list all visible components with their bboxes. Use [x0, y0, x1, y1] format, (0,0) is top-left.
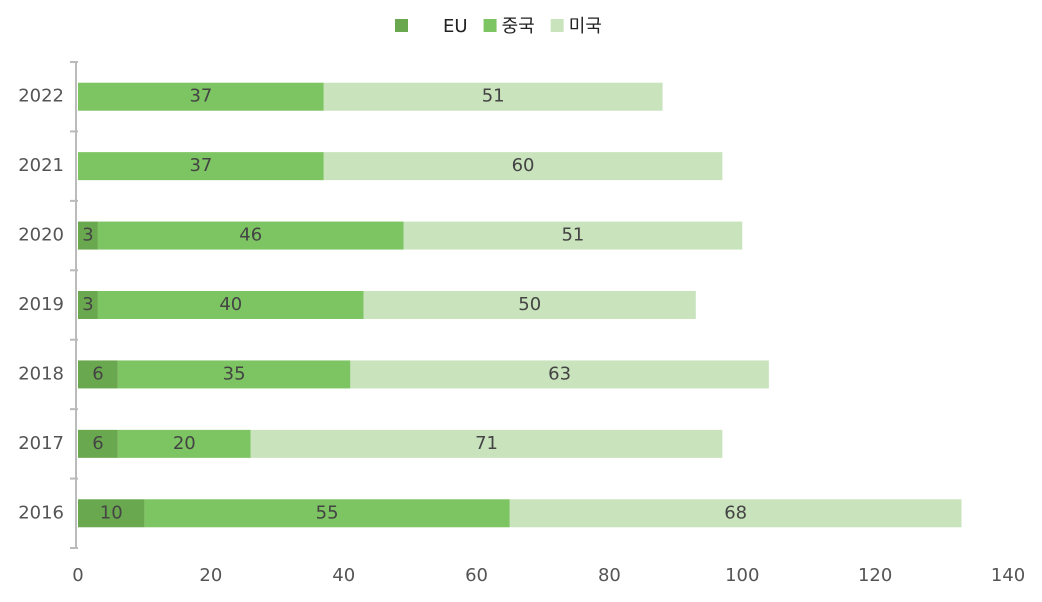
bar-segment — [78, 82, 324, 111]
bar-segment — [509, 499, 962, 528]
y-tick-label: 2021 — [18, 155, 64, 176]
x-tick-label: 20 — [199, 565, 222, 586]
value-label: 71 — [475, 433, 498, 454]
y-tick-label: 2019 — [18, 294, 64, 315]
value-label: 10 — [100, 502, 123, 523]
value-label: 35 — [223, 363, 246, 384]
value-label: 68 — [724, 502, 747, 523]
bar-segment — [117, 429, 251, 458]
x-tick-label: 100 — [725, 565, 759, 586]
x-tick-label: 140 — [991, 565, 1025, 586]
x-tick-label: 60 — [465, 565, 488, 586]
value-label: 6 — [92, 363, 103, 384]
y-tick-label: 2017 — [18, 433, 64, 454]
bar-segment — [97, 221, 404, 250]
legend-label: 미국 — [569, 16, 602, 37]
legend-swatch — [395, 19, 408, 32]
value-label: 46 — [239, 225, 262, 246]
bar-segment — [78, 360, 118, 389]
y-tick-label: 2020 — [18, 225, 64, 246]
value-label: 6 — [92, 433, 103, 454]
value-label: 51 — [482, 86, 505, 107]
bar-segment — [78, 291, 98, 319]
y-tick-label: 2016 — [18, 502, 64, 523]
value-label: 60 — [512, 155, 535, 176]
y-tick-label: 2022 — [18, 86, 64, 107]
value-label: 20 — [173, 433, 196, 454]
bar-segment — [78, 152, 324, 181]
value-label: 3 — [82, 225, 93, 246]
value-label: 37 — [189, 155, 212, 176]
x-tick-label: 40 — [332, 565, 355, 586]
bar-segment — [250, 429, 723, 458]
value-label: 37 — [189, 86, 212, 107]
value-label: 55 — [316, 502, 339, 523]
value-label: 3 — [82, 294, 93, 315]
value-label: 63 — [548, 363, 571, 384]
bar-segment — [403, 221, 743, 250]
bar-segment — [97, 291, 364, 319]
x-tick-label: 80 — [598, 565, 621, 586]
bar-segment — [323, 152, 723, 181]
bar-segment — [350, 360, 769, 389]
value-label: 40 — [219, 294, 242, 315]
bar-segment — [144, 499, 510, 528]
value-label: 50 — [518, 294, 541, 315]
legend-swatch — [483, 19, 497, 32]
y-tick-label: 2018 — [18, 363, 64, 384]
bar-segment — [78, 429, 118, 458]
bar-segment — [323, 82, 663, 111]
legend-swatch — [550, 19, 564, 32]
x-tick-label: 0 — [72, 565, 83, 586]
x-tick-label: 120 — [858, 565, 892, 586]
bar-segment — [117, 360, 351, 389]
legend-label: 중국 — [502, 16, 535, 37]
bar-segment — [363, 291, 696, 319]
bar-segment — [78, 221, 98, 250]
value-label: 51 — [561, 225, 584, 246]
legend-label: EU — [443, 16, 468, 37]
bar-segment — [78, 499, 145, 528]
